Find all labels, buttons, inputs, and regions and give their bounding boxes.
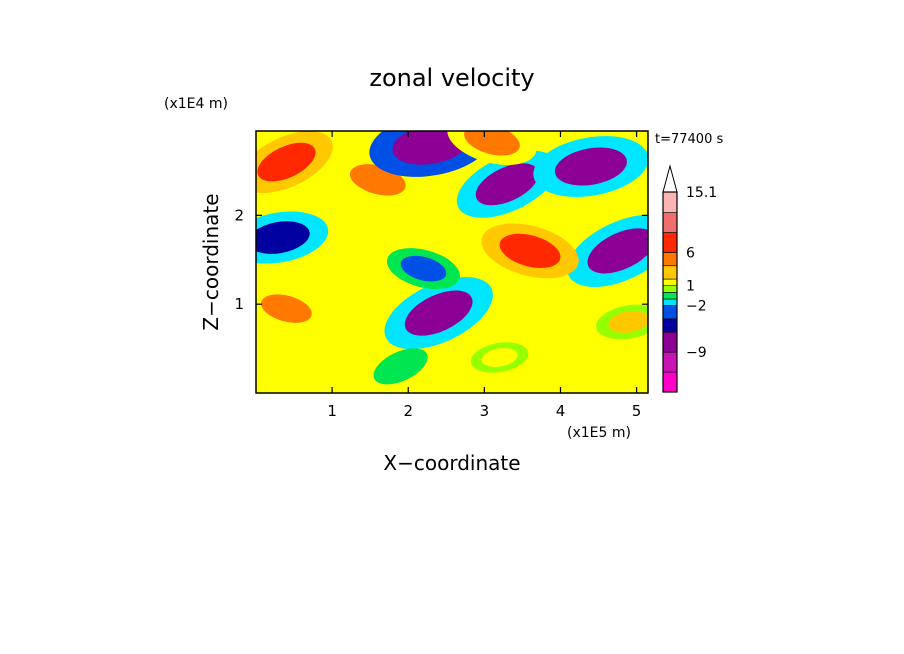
contour-core [587,228,648,274]
colorbar-segment [662,252,678,267]
contour-core [400,255,447,282]
y-tick-label: 1 [234,295,244,313]
colorbar-segment [662,298,678,306]
contour-core [499,233,561,268]
colorbar-label: 15.1 [686,185,717,201]
colorbar-segment [662,265,678,280]
colorbar-frame [662,191,678,393]
contour-core [464,131,520,156]
colorbar-segment [662,212,678,233]
colorbar-segment [662,331,678,353]
contour-core [404,290,473,336]
field-contours [256,131,648,385]
x-tick-label: 2 [403,402,413,420]
contour-core [257,142,316,182]
x-axis: 1 2 3 4 5 [327,131,641,420]
x-tick-label: 5 [632,402,642,420]
colorbar-label: −2 [686,299,707,315]
chart-title: zonal velocity [369,64,534,92]
x-tick-label: 3 [480,402,490,420]
contour-core [554,147,627,186]
time-label: t=77400 s [655,132,723,147]
colorbar-segment [662,191,678,213]
colorbar-segment [662,285,678,293]
colorbar-segment [662,371,678,393]
x-tick-label: 1 [327,402,337,420]
contour-core [481,347,518,367]
contour-core [256,221,310,254]
colorbar-label: 1 [686,279,695,295]
velocity-field [256,131,648,393]
colorbar-segment [662,292,678,300]
y-tick-label: 2 [234,206,244,224]
colorbar-label: −9 [686,345,707,361]
y-axis: 12 [234,206,648,313]
colorbar-segment [662,351,678,373]
y-axis-label: Z−coordinate [199,193,223,330]
colorbar: 15.1 6 1 −2 −9 [662,164,717,393]
colorbar-label: 6 [686,245,695,261]
contour-core [383,355,418,378]
colorbar-segment [662,305,678,320]
plot-frame [255,130,649,394]
contour-core [261,294,312,323]
contour-core [608,311,648,333]
y-unit-label: (x1E4 m) [164,96,228,112]
colorbar-segment [662,278,678,286]
x-tick-label: 4 [556,402,566,420]
colorbar-segment [662,318,678,333]
contour-core [475,163,539,206]
x-axis-label: X−coordinate [383,451,520,475]
x-unit-label: (x1E5 m) [567,425,631,441]
colorbar-segment [662,232,678,253]
colorbar-extend-arrow [662,164,678,193]
